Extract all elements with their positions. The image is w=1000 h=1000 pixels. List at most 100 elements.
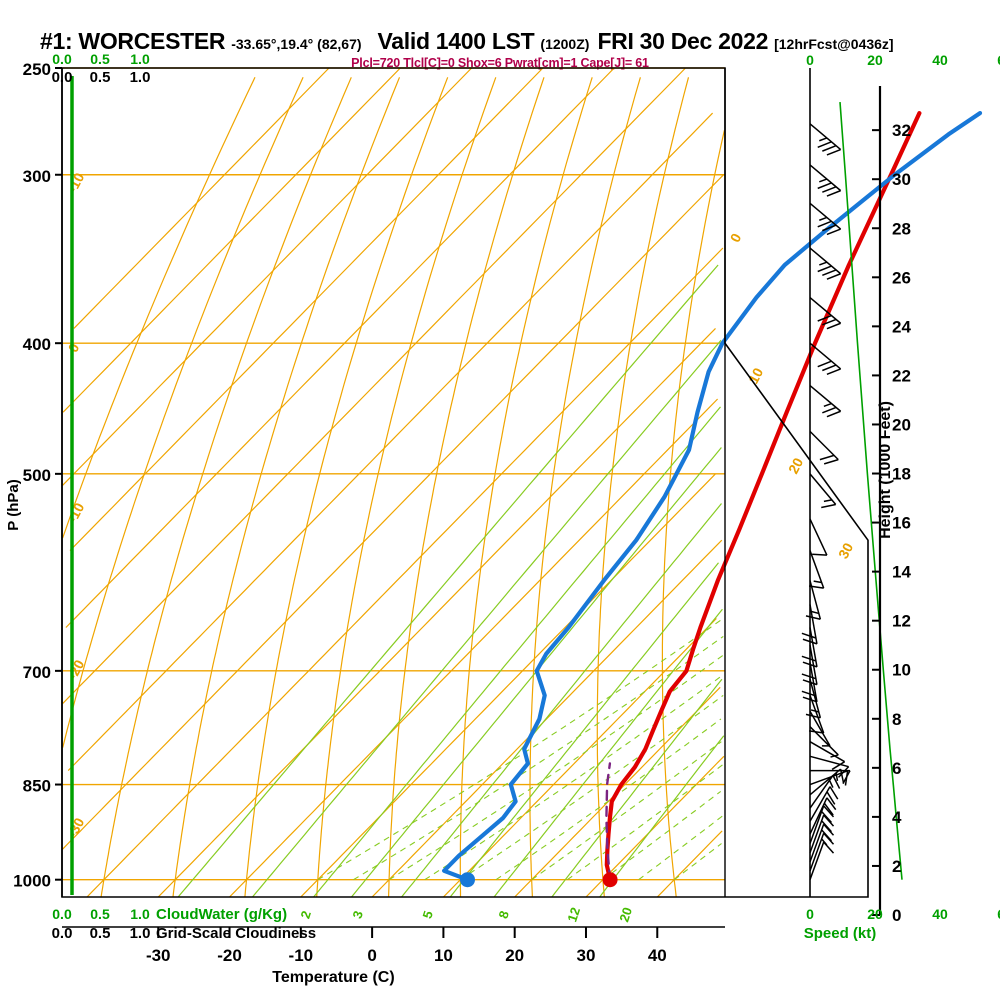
surface-dewpoint-marker — [459, 872, 475, 888]
height-tick-label-22: 22 — [892, 366, 911, 385]
wind-barb-24 — [809, 473, 837, 509]
height-tick-label-26: 26 — [892, 268, 911, 287]
isotherm-label-7: 20 — [785, 455, 807, 476]
isotherm--80 — [65, 67, 615, 628]
mixing-ratio-label-2: 2 — [297, 909, 314, 921]
isotherm--50 — [61, 174, 724, 851]
speed-tick-bottom-0: 0 — [806, 906, 814, 922]
isotherm--110 — [62, 67, 401, 413]
height-tick-label-4: 4 — [892, 808, 902, 827]
height-tick-label-10: 10 — [892, 661, 911, 680]
cloudwater-tick-top-1: 0.5 — [90, 51, 110, 67]
isotherm-label-8: 30 — [835, 540, 857, 561]
mixing-ratio-2 — [313, 406, 721, 898]
wind-barb-12 — [809, 741, 846, 771]
isotherm--120 — [73, 67, 330, 329]
cloudwater-tick-top-2: 1.0 — [130, 51, 150, 67]
wind-barb-4 — [809, 805, 835, 844]
isotherm--90 — [69, 67, 544, 552]
height-tick-label-28: 28 — [892, 219, 911, 238]
height-tick-label-6: 6 — [892, 759, 901, 778]
trace-dewpoint — [442, 110, 983, 882]
wind-barb-17 — [801, 662, 818, 703]
mixing-ratio-label-8: 8 — [495, 909, 512, 921]
pressure-label-300: 300 — [23, 167, 51, 186]
cloudiness-tick-top-1: 0.5 — [90, 69, 111, 86]
cloudiness-tick-top-2: 1.0 — [130, 69, 151, 86]
isotherm-lines — [61, 67, 725, 898]
dry-adiabat--40 — [100, 77, 352, 898]
temperature-label-40: 40 — [648, 946, 667, 965]
dry-adiabat-10 — [459, 77, 593, 897]
cloudwater-tick-bottom-1: 0.5 — [90, 906, 110, 922]
height-tick-label-0: 0 — [892, 906, 901, 925]
cloudiness-tick-bottom-0: 0.0 — [52, 925, 73, 942]
isotherm-label-0: -10 — [64, 170, 88, 196]
pressure-label-850: 850 — [23, 777, 51, 796]
height-tick-label-32: 32 — [892, 121, 911, 140]
temperature-axis-title: Temperature (C) — [272, 969, 394, 986]
mixing-ratio-labels: 2 3 5 8 12 20 — [297, 905, 635, 923]
moist-adiabat-0 — [388, 653, 726, 881]
sounding-traces — [442, 110, 983, 882]
temperature-label--20: -20 — [217, 946, 242, 965]
isotherm--30 — [157, 327, 716, 898]
wind-barb-26 — [809, 384, 842, 418]
wind-barb-14 — [809, 710, 831, 747]
isobar-lines — [62, 67, 725, 881]
valid-date: FRI 30 Dec 2022 — [597, 28, 769, 54]
temperature-label-30: 30 — [577, 946, 596, 965]
height-tick-label-12: 12 — [892, 612, 911, 631]
isotherm--10 — [300, 473, 716, 898]
temperature-label-10: 10 — [434, 946, 453, 965]
moist-adiabat--10 — [317, 617, 724, 881]
mixing-ratio-20 — [551, 678, 723, 898]
isotherm--100 — [62, 67, 473, 486]
wind-barb-6 — [809, 786, 839, 822]
dry-adiabat--30 — [172, 77, 401, 898]
mixing-ratio-0.4 — [177, 264, 719, 898]
temperature-label-20: 20 — [505, 946, 524, 965]
dry-adiabat--20 — [244, 77, 449, 898]
mixing-ratio-3 — [351, 447, 722, 898]
mixing-ratio-5 — [401, 503, 722, 898]
mixing-ratio-8 — [449, 562, 719, 898]
moist-adiabat-25 — [566, 763, 725, 881]
pressure-label-400: 400 — [23, 335, 51, 354]
wind-barb-31 — [809, 164, 842, 197]
surface-markers — [459, 872, 618, 888]
wind-barb-15 — [808, 695, 825, 734]
height-tick-label-24: 24 — [892, 317, 911, 336]
station-title: #1: WORCESTER — [40, 28, 226, 54]
mixing-ratio-label-12: 12 — [564, 905, 583, 923]
dry-adiabat-0 — [388, 77, 545, 898]
isotherm--20 — [229, 398, 719, 898]
cloudwater-tick-top-0: 0.0 — [52, 51, 72, 67]
pressure-label-1000: 1000 — [13, 872, 51, 891]
wind-barb-30 — [809, 202, 842, 236]
wind-barb-23 — [809, 518, 828, 556]
station-coords: -33.65°,19.4° (82,67) — [231, 36, 362, 52]
dry-adiabat--10 — [316, 77, 497, 898]
isotherm-0 — [371, 539, 723, 898]
height-tick-label-30: 30 — [892, 170, 911, 189]
wind-barb-18 — [801, 645, 818, 686]
cloudiness-tick-bottom-2: 1.0 — [130, 925, 151, 942]
cloudwater-tick-bottom-0: 0.0 — [52, 906, 72, 922]
wind-barb-28 — [809, 296, 842, 330]
surface-temperature-marker — [602, 872, 618, 888]
speed-tick-top-60: 60 — [997, 52, 1000, 68]
moist-adiabat-15 — [495, 718, 722, 881]
wind-barb-27 — [809, 342, 842, 376]
moist-adiabat-40 — [673, 843, 722, 881]
wind-barb-5 — [809, 797, 837, 835]
mixing-ratio-label-3: 3 — [349, 909, 366, 921]
isotherm-label-5: 0 — [727, 230, 745, 245]
mixing-ratio-lines — [177, 264, 725, 898]
speed-tick-top-20: 20 — [867, 52, 883, 68]
mixing-ratio-label-20: 20 — [616, 905, 635, 923]
